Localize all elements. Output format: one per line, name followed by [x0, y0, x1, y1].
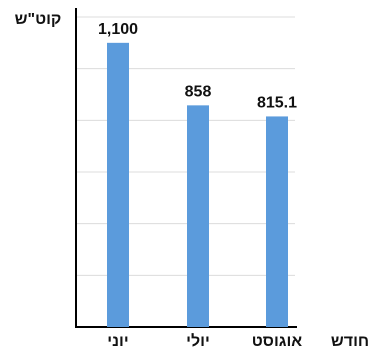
value-label: 1,100: [98, 21, 138, 38]
value-label: 858: [185, 84, 212, 101]
bar: [266, 116, 288, 328]
bar: [107, 42, 129, 327]
value-label: 815.1: [257, 95, 297, 112]
x-tick-label: יוני: [107, 333, 128, 350]
x-axis-label: חודש: [331, 333, 369, 350]
y-axis-label: קוט"ש: [15, 11, 62, 28]
bar: [187, 105, 209, 327]
x-tick-label: יולי: [186, 332, 210, 350]
x-tick-label: אוגוסט: [252, 333, 303, 350]
